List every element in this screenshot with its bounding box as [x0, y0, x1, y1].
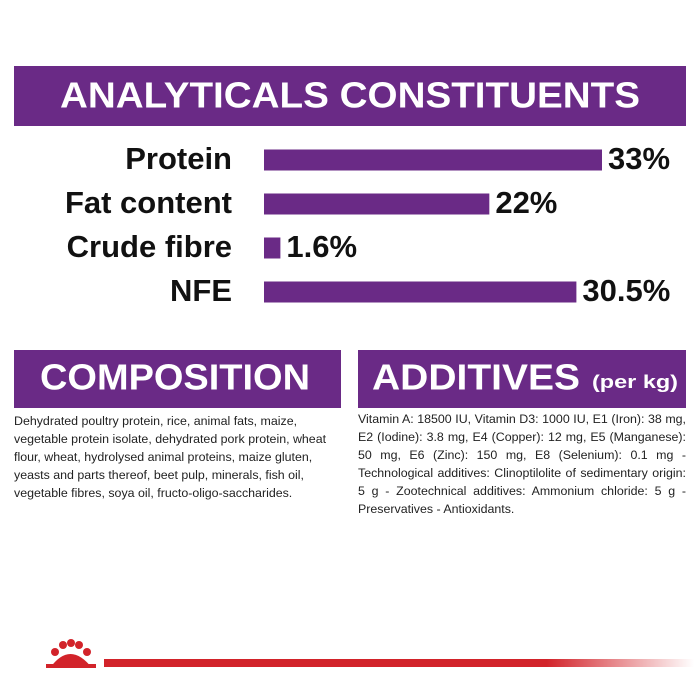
value-label: 1.6% — [286, 229, 357, 264]
additives-text: Vitamin A: 18500 IU, Vitamin D3: 1000 IU… — [358, 412, 686, 516]
logo — [46, 639, 96, 668]
category-label: Protein — [125, 141, 232, 176]
additives-band — [358, 350, 686, 408]
additives-title: ADDITIVES — [372, 357, 580, 398]
footer-line — [104, 659, 694, 667]
category-label: Crude fibre — [67, 229, 232, 264]
category-label: Fat content — [65, 185, 232, 220]
header-band — [14, 66, 686, 126]
value-label: 22% — [495, 185, 557, 220]
bar — [264, 281, 577, 303]
chart-title: ANALYTICALS CONSTITUENTS — [60, 75, 640, 116]
bar — [264, 193, 490, 215]
bar — [264, 237, 281, 259]
bar — [264, 149, 602, 171]
composition-text: Dehydrated poultry protein, rice, animal… — [14, 414, 327, 500]
composition-title: COMPOSITION — [40, 357, 310, 398]
additives-subtitle: (per kg) — [592, 372, 678, 392]
category-label: NFE — [170, 273, 232, 308]
value-label: 33% — [608, 141, 670, 176]
value-label: 30.5% — [582, 273, 670, 308]
composition-band — [14, 350, 341, 408]
